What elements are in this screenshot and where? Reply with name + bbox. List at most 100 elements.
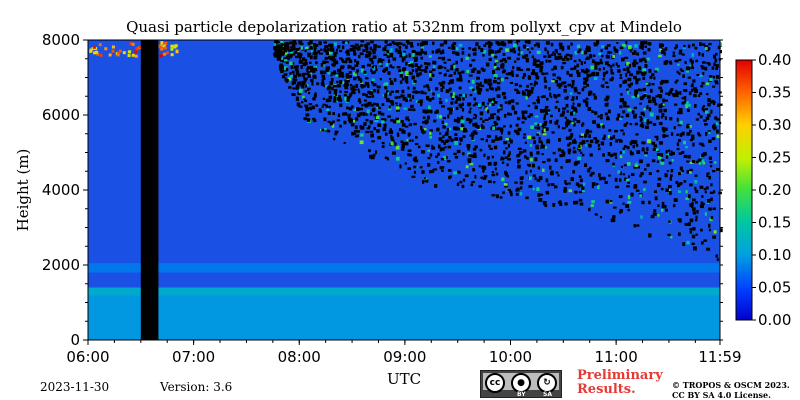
noise-pixel xyxy=(682,74,685,78)
noise-pixel xyxy=(527,104,531,107)
cloud-top-pixel xyxy=(135,47,139,51)
noise-pixel xyxy=(658,45,662,48)
noise-pixel xyxy=(708,223,711,228)
noise-pixel xyxy=(465,56,470,60)
noise-pixel xyxy=(612,54,616,58)
noise-pixel xyxy=(389,82,394,85)
noise-pixel xyxy=(467,53,471,57)
noise-pixel xyxy=(417,66,421,70)
noise-pixel xyxy=(664,59,669,64)
noise-pixel xyxy=(630,192,634,197)
noise-pixel xyxy=(352,132,357,135)
noise-pixel xyxy=(691,242,695,246)
noise-pixel xyxy=(526,48,530,51)
noise-pixel xyxy=(447,169,452,172)
noise-pixel xyxy=(564,202,568,206)
noise-pixel xyxy=(573,86,578,91)
noise-pixel xyxy=(700,85,704,88)
noise-pixel xyxy=(668,149,671,152)
noise-pixel xyxy=(431,50,435,54)
noise-pixel xyxy=(344,85,349,90)
noise-pixel xyxy=(429,73,432,77)
noise-pixel xyxy=(685,197,689,200)
noise-pixel xyxy=(577,91,581,95)
cloud-top-pixel xyxy=(108,53,112,57)
noise-pixel xyxy=(457,170,461,174)
noise-pixel xyxy=(303,97,306,100)
noise-pixel xyxy=(476,88,480,92)
noise-pixel xyxy=(688,125,692,128)
noise-pixel xyxy=(632,144,635,149)
noise-pixel xyxy=(524,110,528,114)
noise-pixel xyxy=(391,151,396,155)
noise-pixel xyxy=(371,78,375,82)
noise-pixel xyxy=(578,144,581,148)
noise-pixel xyxy=(580,61,584,66)
noise-pixel xyxy=(332,61,336,66)
noise-pixel xyxy=(711,99,715,103)
noise-pixel xyxy=(364,81,369,86)
noise-pixel xyxy=(576,72,581,76)
noise-pixel xyxy=(643,107,646,111)
noise-pixel xyxy=(692,79,696,83)
noise-pixel xyxy=(555,100,559,103)
noise-pixel xyxy=(482,54,485,57)
noise-pixel xyxy=(532,136,536,140)
noise-pixel xyxy=(644,154,648,157)
noise-pixel xyxy=(599,58,603,63)
noise-pixel xyxy=(291,93,296,96)
noise-pixel xyxy=(622,150,625,154)
noise-pixel xyxy=(619,46,624,49)
noise-pixel xyxy=(345,74,350,79)
noise-pixel xyxy=(442,135,445,139)
cloud-top-pixel xyxy=(162,44,166,48)
noise-pixel xyxy=(719,49,722,54)
noise-pixel xyxy=(702,71,705,76)
colorbar-gradient xyxy=(735,59,753,321)
noise-pixel xyxy=(581,140,586,144)
noise-pixel xyxy=(664,116,667,121)
noise-pixel xyxy=(325,104,328,108)
noise-pixel xyxy=(644,45,647,48)
noise-pixel xyxy=(500,63,503,67)
noise-pixel xyxy=(452,50,456,55)
noise-pixel xyxy=(595,72,600,76)
noise-pixel xyxy=(691,134,695,139)
noise-pixel xyxy=(513,50,516,54)
noise-pixel xyxy=(390,141,394,146)
noise-pixel xyxy=(601,45,605,48)
noise-pixel xyxy=(334,53,337,58)
noise-pixel xyxy=(360,44,364,47)
noise-pixel xyxy=(497,127,500,131)
noise-pixel xyxy=(476,70,481,74)
noise-pixel xyxy=(600,114,603,117)
noise-pixel xyxy=(630,48,633,51)
noise-pixel xyxy=(410,61,414,66)
noise-pixel xyxy=(633,224,636,228)
noise-pixel xyxy=(619,151,623,154)
noise-pixel xyxy=(701,106,704,111)
layer-1 xyxy=(88,263,720,273)
noise-pixel xyxy=(350,44,354,48)
noise-pixel xyxy=(383,83,386,87)
noise-pixel xyxy=(702,152,707,156)
noise-pixel xyxy=(602,67,605,71)
noise-pixel xyxy=(427,86,430,89)
cb-tick-label-4: 0.20 xyxy=(758,181,791,199)
noise-pixel xyxy=(424,66,429,70)
noise-pixel xyxy=(372,89,376,93)
noise-pixel xyxy=(299,88,303,93)
noise-pixel xyxy=(423,177,426,180)
noise-pixel xyxy=(354,135,358,138)
noise-pixel xyxy=(619,51,622,55)
noise-pixel xyxy=(516,131,520,136)
noise-pixel xyxy=(625,73,628,78)
noise-pixel xyxy=(621,97,625,102)
noise-pixel xyxy=(393,42,397,46)
noise-pixel xyxy=(705,186,709,190)
noise-pixel xyxy=(376,85,381,89)
noise-pixel xyxy=(474,175,477,179)
noise-pixel xyxy=(452,92,455,96)
noise-pixel xyxy=(717,103,721,108)
noise-pixel xyxy=(624,56,629,59)
